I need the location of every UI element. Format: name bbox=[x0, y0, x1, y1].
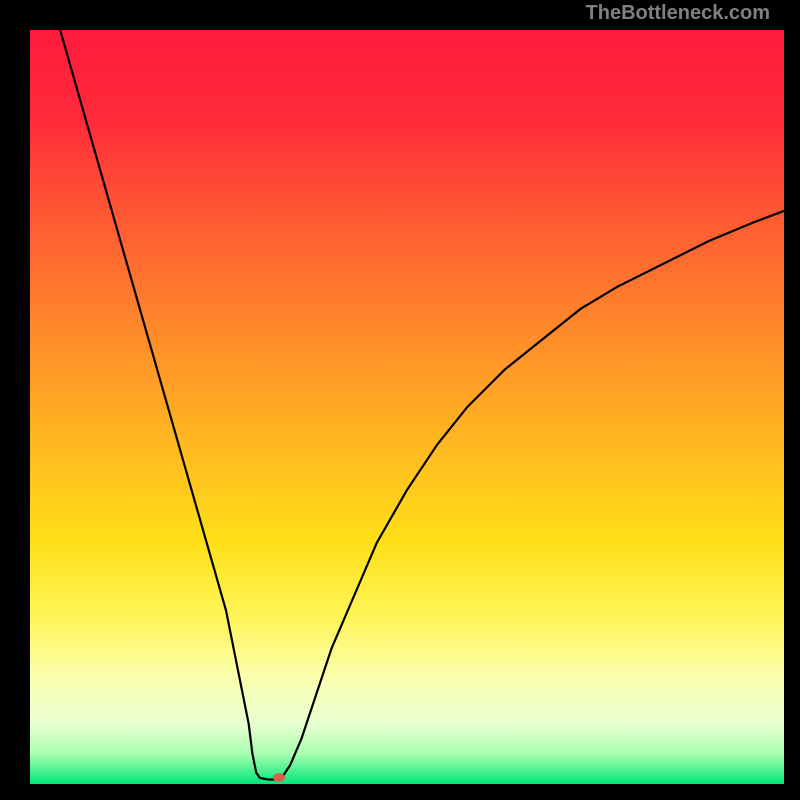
watermark-text: TheBottleneck.com bbox=[586, 2, 770, 25]
plot-area bbox=[30, 30, 784, 784]
curve-svg bbox=[30, 30, 784, 784]
bottleneck-curve bbox=[60, 30, 784, 779]
chart-container: TheBottleneck.com bbox=[0, 0, 800, 800]
